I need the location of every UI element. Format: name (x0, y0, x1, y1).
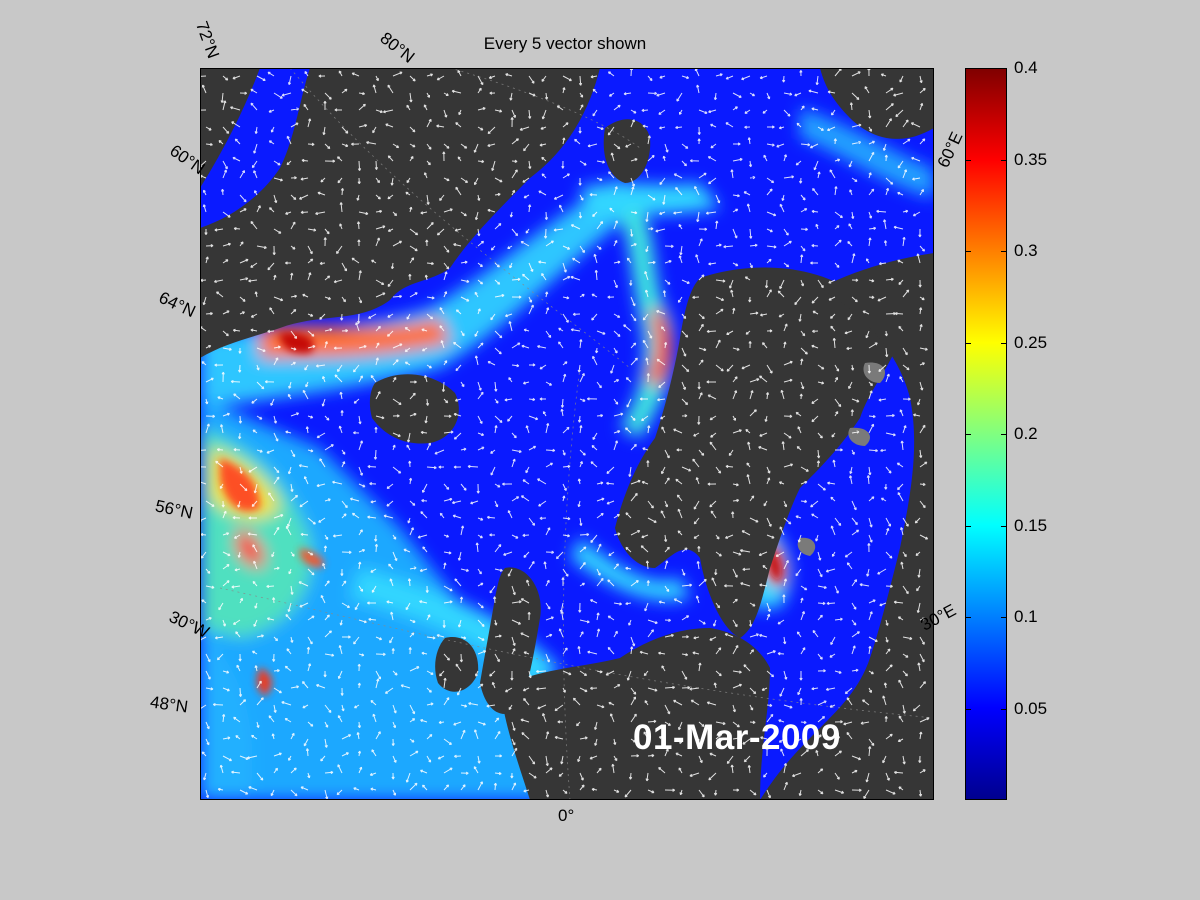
lat-label-56n: 56°N (153, 496, 195, 523)
vector-arrows (200, 68, 930, 800)
scandinavia-land (615, 267, 900, 638)
graticule (219, 68, 934, 800)
lon-label-0: 0° (558, 806, 575, 825)
colorbar-tick-label: 0.1 (1014, 607, 1038, 626)
colorbar-tick-label: 0.05 (1014, 698, 1048, 718)
colorbar-tick-mark (1001, 251, 1007, 252)
colorbar-tick-mark (965, 434, 971, 435)
lon-label-60e: 60°E (933, 128, 967, 171)
colorbar-tick-mark (1001, 342, 1007, 344)
colorbar-tick-mark (965, 708, 971, 710)
colorbar-tick-mark (965, 251, 971, 252)
svalbard-land (603, 119, 651, 183)
greenland-land (200, 68, 600, 358)
lat-label-48n: 48°N (148, 692, 190, 717)
colorbar-tick-label: 0.4 (1014, 58, 1038, 77)
colorbar-tick-mark (1001, 434, 1007, 435)
colorbar-tick-mark (965, 159, 971, 161)
colorbar-tick-mark (965, 525, 971, 527)
britain-land (480, 567, 541, 714)
colorbar-tick-label: 0.15 (1014, 515, 1048, 535)
map-title: Every 5 vector shown (483, 34, 647, 53)
iceland-land (369, 374, 459, 444)
colorbar-tick-label: 0.25 (1014, 332, 1048, 352)
colorbar-tick-mark (1001, 68, 1007, 69)
russia-land (760, 253, 934, 800)
colorbar-tick-label: 0.2 (1014, 424, 1038, 443)
colorbar-tick-mark (965, 68, 971, 69)
colorbar-tick-mark (1001, 159, 1007, 161)
greenland-south (200, 68, 260, 188)
current-speed-map (200, 68, 934, 800)
colorbar-tick-mark (1001, 525, 1007, 527)
colorbar-tick-mark (1001, 708, 1007, 710)
colorbar-tick-mark (965, 342, 971, 344)
novaya-zemlya-land (820, 68, 934, 139)
current-vectors (200, 68, 930, 800)
colorbar-tick-mark (1001, 617, 1007, 618)
colorbar-tick-label: 0.35 (1014, 149, 1048, 169)
land-masses (200, 68, 934, 800)
colorbar-tick-label: 0.3 (1014, 241, 1038, 260)
colorbar-tick-mark (965, 617, 971, 618)
date-label: 01-Mar-2009 (633, 718, 841, 757)
lat-label-64n: 64°N (155, 287, 199, 322)
